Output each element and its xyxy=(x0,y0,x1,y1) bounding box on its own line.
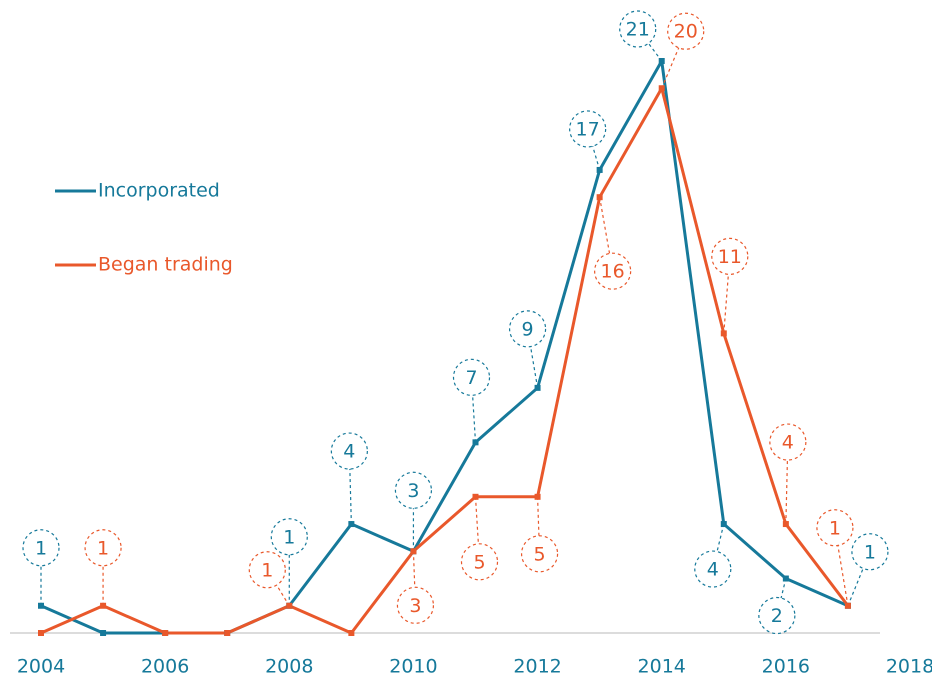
point-marker xyxy=(38,602,44,609)
point-marker xyxy=(286,602,293,609)
data-label: 21 xyxy=(626,19,650,41)
label-connector xyxy=(637,28,663,62)
label-circle xyxy=(619,10,657,48)
label-connector xyxy=(587,128,601,171)
label-circle xyxy=(769,423,807,461)
x-tick-label: 2006 xyxy=(141,656,189,678)
label-circle xyxy=(816,509,854,547)
data-label: 1 xyxy=(35,537,47,559)
label-connector xyxy=(266,569,290,607)
point-marker xyxy=(844,602,851,609)
data-label: 5 xyxy=(473,551,485,573)
label-circle xyxy=(851,533,889,571)
data-label: 3 xyxy=(409,595,421,617)
data-label: 9 xyxy=(522,318,534,340)
label-circle xyxy=(667,12,705,50)
point-marker xyxy=(162,630,169,636)
label-circle xyxy=(452,358,491,396)
data-label: 4 xyxy=(707,559,719,581)
point-marker xyxy=(224,630,231,636)
point-marker xyxy=(472,493,479,500)
point-marker xyxy=(100,602,107,609)
data-label: 11 xyxy=(718,246,742,268)
point-marker xyxy=(720,330,727,337)
label-circle xyxy=(711,237,749,275)
point-marker xyxy=(534,384,541,391)
point-marker xyxy=(782,521,789,528)
point-marker xyxy=(38,630,44,636)
label-circle xyxy=(460,543,499,581)
point-marker xyxy=(658,85,665,92)
x-tick-label: 2004 xyxy=(17,656,65,678)
label-circle xyxy=(508,310,547,348)
point-marker xyxy=(596,194,603,201)
series-line xyxy=(40,86,850,635)
label-circle xyxy=(270,518,308,556)
point-marker xyxy=(348,521,355,528)
x-tick-label: 2008 xyxy=(265,656,313,678)
data-label: 5 xyxy=(534,543,546,565)
data-label: 4 xyxy=(782,432,794,454)
data-label: 3 xyxy=(407,480,419,502)
point-marker xyxy=(720,521,727,528)
label-circle xyxy=(520,535,559,573)
data-label: 16 xyxy=(601,261,625,283)
point-marker xyxy=(472,439,479,446)
point-marker xyxy=(100,630,107,636)
legend-label: Incorporated xyxy=(98,180,220,202)
legend-label: Began trading xyxy=(98,254,233,276)
data-label: 1 xyxy=(261,559,273,581)
data-label: 4 xyxy=(343,441,355,463)
x-tick-label: 2010 xyxy=(389,656,437,678)
point-marker xyxy=(596,166,603,173)
data-label: 17 xyxy=(576,118,600,140)
data-label: 20 xyxy=(674,21,698,43)
label-circle xyxy=(84,529,122,567)
label-connector xyxy=(661,31,687,89)
data-label: 1 xyxy=(97,537,109,559)
data-label: 7 xyxy=(465,367,477,389)
x-tick-label: 2014 xyxy=(638,656,686,678)
data-label: 1 xyxy=(829,517,841,539)
label-circle xyxy=(594,252,632,290)
point-marker xyxy=(410,548,417,555)
point-marker xyxy=(782,575,789,582)
label-circle xyxy=(396,586,435,624)
label-connector xyxy=(723,256,731,334)
x-tick-label: 2016 xyxy=(762,656,810,678)
x-tick-label: 2018 xyxy=(886,656,932,678)
point-marker xyxy=(658,58,665,64)
label-circle xyxy=(394,471,433,509)
label-circle xyxy=(248,551,286,589)
x-tick-label: 2012 xyxy=(513,656,561,678)
data-label: 1 xyxy=(283,526,295,548)
label-circle xyxy=(569,110,607,148)
point-marker xyxy=(348,630,355,636)
data-label: 1 xyxy=(864,541,876,563)
label-circle xyxy=(758,596,796,635)
label-circle xyxy=(330,432,368,470)
label-circle xyxy=(694,550,732,588)
point-marker xyxy=(534,493,541,500)
label-circle xyxy=(22,529,60,567)
label-connector xyxy=(834,527,849,606)
data-label: 2 xyxy=(771,605,783,627)
